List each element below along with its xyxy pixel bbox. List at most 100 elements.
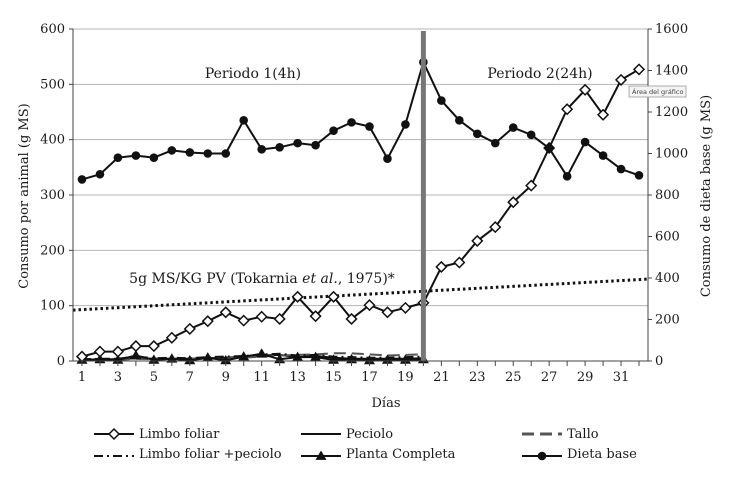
chart-area-tooltip: Área del gráfico — [628, 85, 687, 98]
x-tick-label: 29 — [577, 370, 594, 385]
legend-label: Peciolo — [346, 427, 393, 442]
data-point — [347, 118, 356, 127]
data-point — [363, 299, 376, 312]
y-right-tick-label: 1200 — [655, 105, 688, 120]
grid-lines — [73, 28, 648, 307]
x-tick-label: 11 — [253, 370, 270, 385]
y-right-tick-label: 1000 — [655, 147, 688, 162]
data-point — [580, 137, 590, 147]
legend-label: Limbo foliar +peciolo — [139, 447, 282, 462]
legend-item: Limbo foliar — [94, 427, 220, 442]
data-point — [525, 179, 538, 192]
data-point — [221, 149, 231, 158]
legend-marker — [315, 450, 327, 460]
y-left-tick-label: 100 — [40, 299, 65, 314]
y-left-axis-title: Consumo por animal (g MS) — [17, 103, 32, 288]
data-point — [544, 144, 554, 153]
data-point — [183, 322, 196, 335]
data-point — [632, 63, 646, 76]
data-point — [579, 83, 592, 96]
data-point — [147, 339, 160, 353]
data-point — [472, 129, 482, 139]
data-point — [489, 221, 502, 234]
data-point — [616, 164, 626, 174]
data-point — [167, 146, 177, 155]
data-point — [327, 290, 340, 303]
y-right-axis-title: Consumo de dieta base (g MS) — [699, 95, 714, 297]
data-point — [237, 314, 250, 327]
data-point — [93, 345, 107, 358]
data-point — [634, 170, 644, 180]
x-tick-label: 7 — [186, 370, 194, 385]
data-point — [453, 256, 466, 269]
data-point — [131, 151, 141, 160]
data-point — [184, 354, 196, 365]
legend-label: Dieta base — [567, 447, 637, 462]
y-left-tick-label: 400 — [40, 133, 65, 148]
x-tick-label: 1 — [78, 370, 86, 385]
data-point — [257, 145, 266, 154]
data-point — [130, 349, 142, 360]
data-point — [291, 290, 304, 303]
data-point — [435, 260, 448, 273]
data-point — [363, 354, 375, 365]
data-point — [508, 123, 518, 132]
reference-prefix: 5g MS/KG PV (Tokarnia — [129, 271, 302, 287]
y-right-tick-label: 400 — [655, 271, 680, 286]
reference-italic: et al. — [302, 271, 338, 287]
series-limbo-foliar — [75, 63, 646, 363]
data-point — [309, 310, 322, 323]
data-point — [185, 148, 195, 157]
data-point — [219, 306, 232, 319]
data-point — [365, 122, 374, 131]
x-tick-label: 19 — [397, 370, 414, 385]
legend-item: Peciolo — [301, 427, 393, 442]
series-line — [81, 68, 640, 358]
data-point — [165, 331, 178, 344]
y-left-tick-label: 200 — [40, 243, 65, 258]
data-point — [111, 345, 124, 358]
data-point — [471, 234, 484, 247]
legend-marker — [107, 427, 121, 441]
data-point — [562, 172, 572, 181]
x-tick-label: 21 — [433, 370, 450, 385]
data-point — [507, 196, 520, 209]
data-point — [95, 169, 105, 179]
data-point — [381, 306, 394, 319]
y-right-ticks: 0 200 400 600 800 1000 1200 1400 1600 — [648, 22, 688, 369]
legend-item: Tallo — [522, 427, 599, 442]
data-point — [561, 103, 574, 116]
x-tick-label: 25 — [505, 370, 522, 385]
data-point — [329, 126, 338, 135]
period2-label: Periodo 2(24h) — [487, 66, 592, 82]
data-point — [598, 151, 608, 160]
data-point — [399, 301, 412, 314]
data-point — [275, 142, 284, 152]
data-point — [455, 116, 464, 125]
y-right-tick-label: 800 — [655, 188, 680, 203]
data-point — [273, 312, 286, 326]
legend-item: Limbo foliar +peciolo — [94, 447, 282, 462]
tooltip-text: Área del gráfico — [632, 87, 683, 96]
data-point — [113, 153, 123, 162]
data-point — [166, 353, 178, 363]
legend-item: Dieta base — [522, 447, 637, 462]
legend-label: Planta Completa — [346, 447, 456, 462]
legend-marker — [537, 451, 547, 461]
data-point — [311, 140, 320, 150]
reference-suffix: , 1975)* — [338, 271, 395, 287]
y-right-tick-label: 1400 — [655, 64, 688, 79]
reference-label: 5g MS/KG PV (Tokarnia et al., 1975)* — [129, 271, 395, 287]
data-point — [526, 130, 536, 140]
y-left-ticks: 0 100 200 300 400 500 600 — [40, 22, 73, 369]
data-point — [220, 354, 232, 365]
y-left-tick-label: 300 — [40, 188, 65, 203]
x-tick-label: 15 — [325, 370, 342, 385]
y-right-tick-label: 200 — [655, 313, 680, 328]
series-line — [72, 277, 649, 312]
data-point — [401, 120, 410, 129]
x-tick-label: 9 — [222, 370, 230, 385]
data-point — [597, 108, 610, 121]
data-point — [239, 116, 249, 125]
